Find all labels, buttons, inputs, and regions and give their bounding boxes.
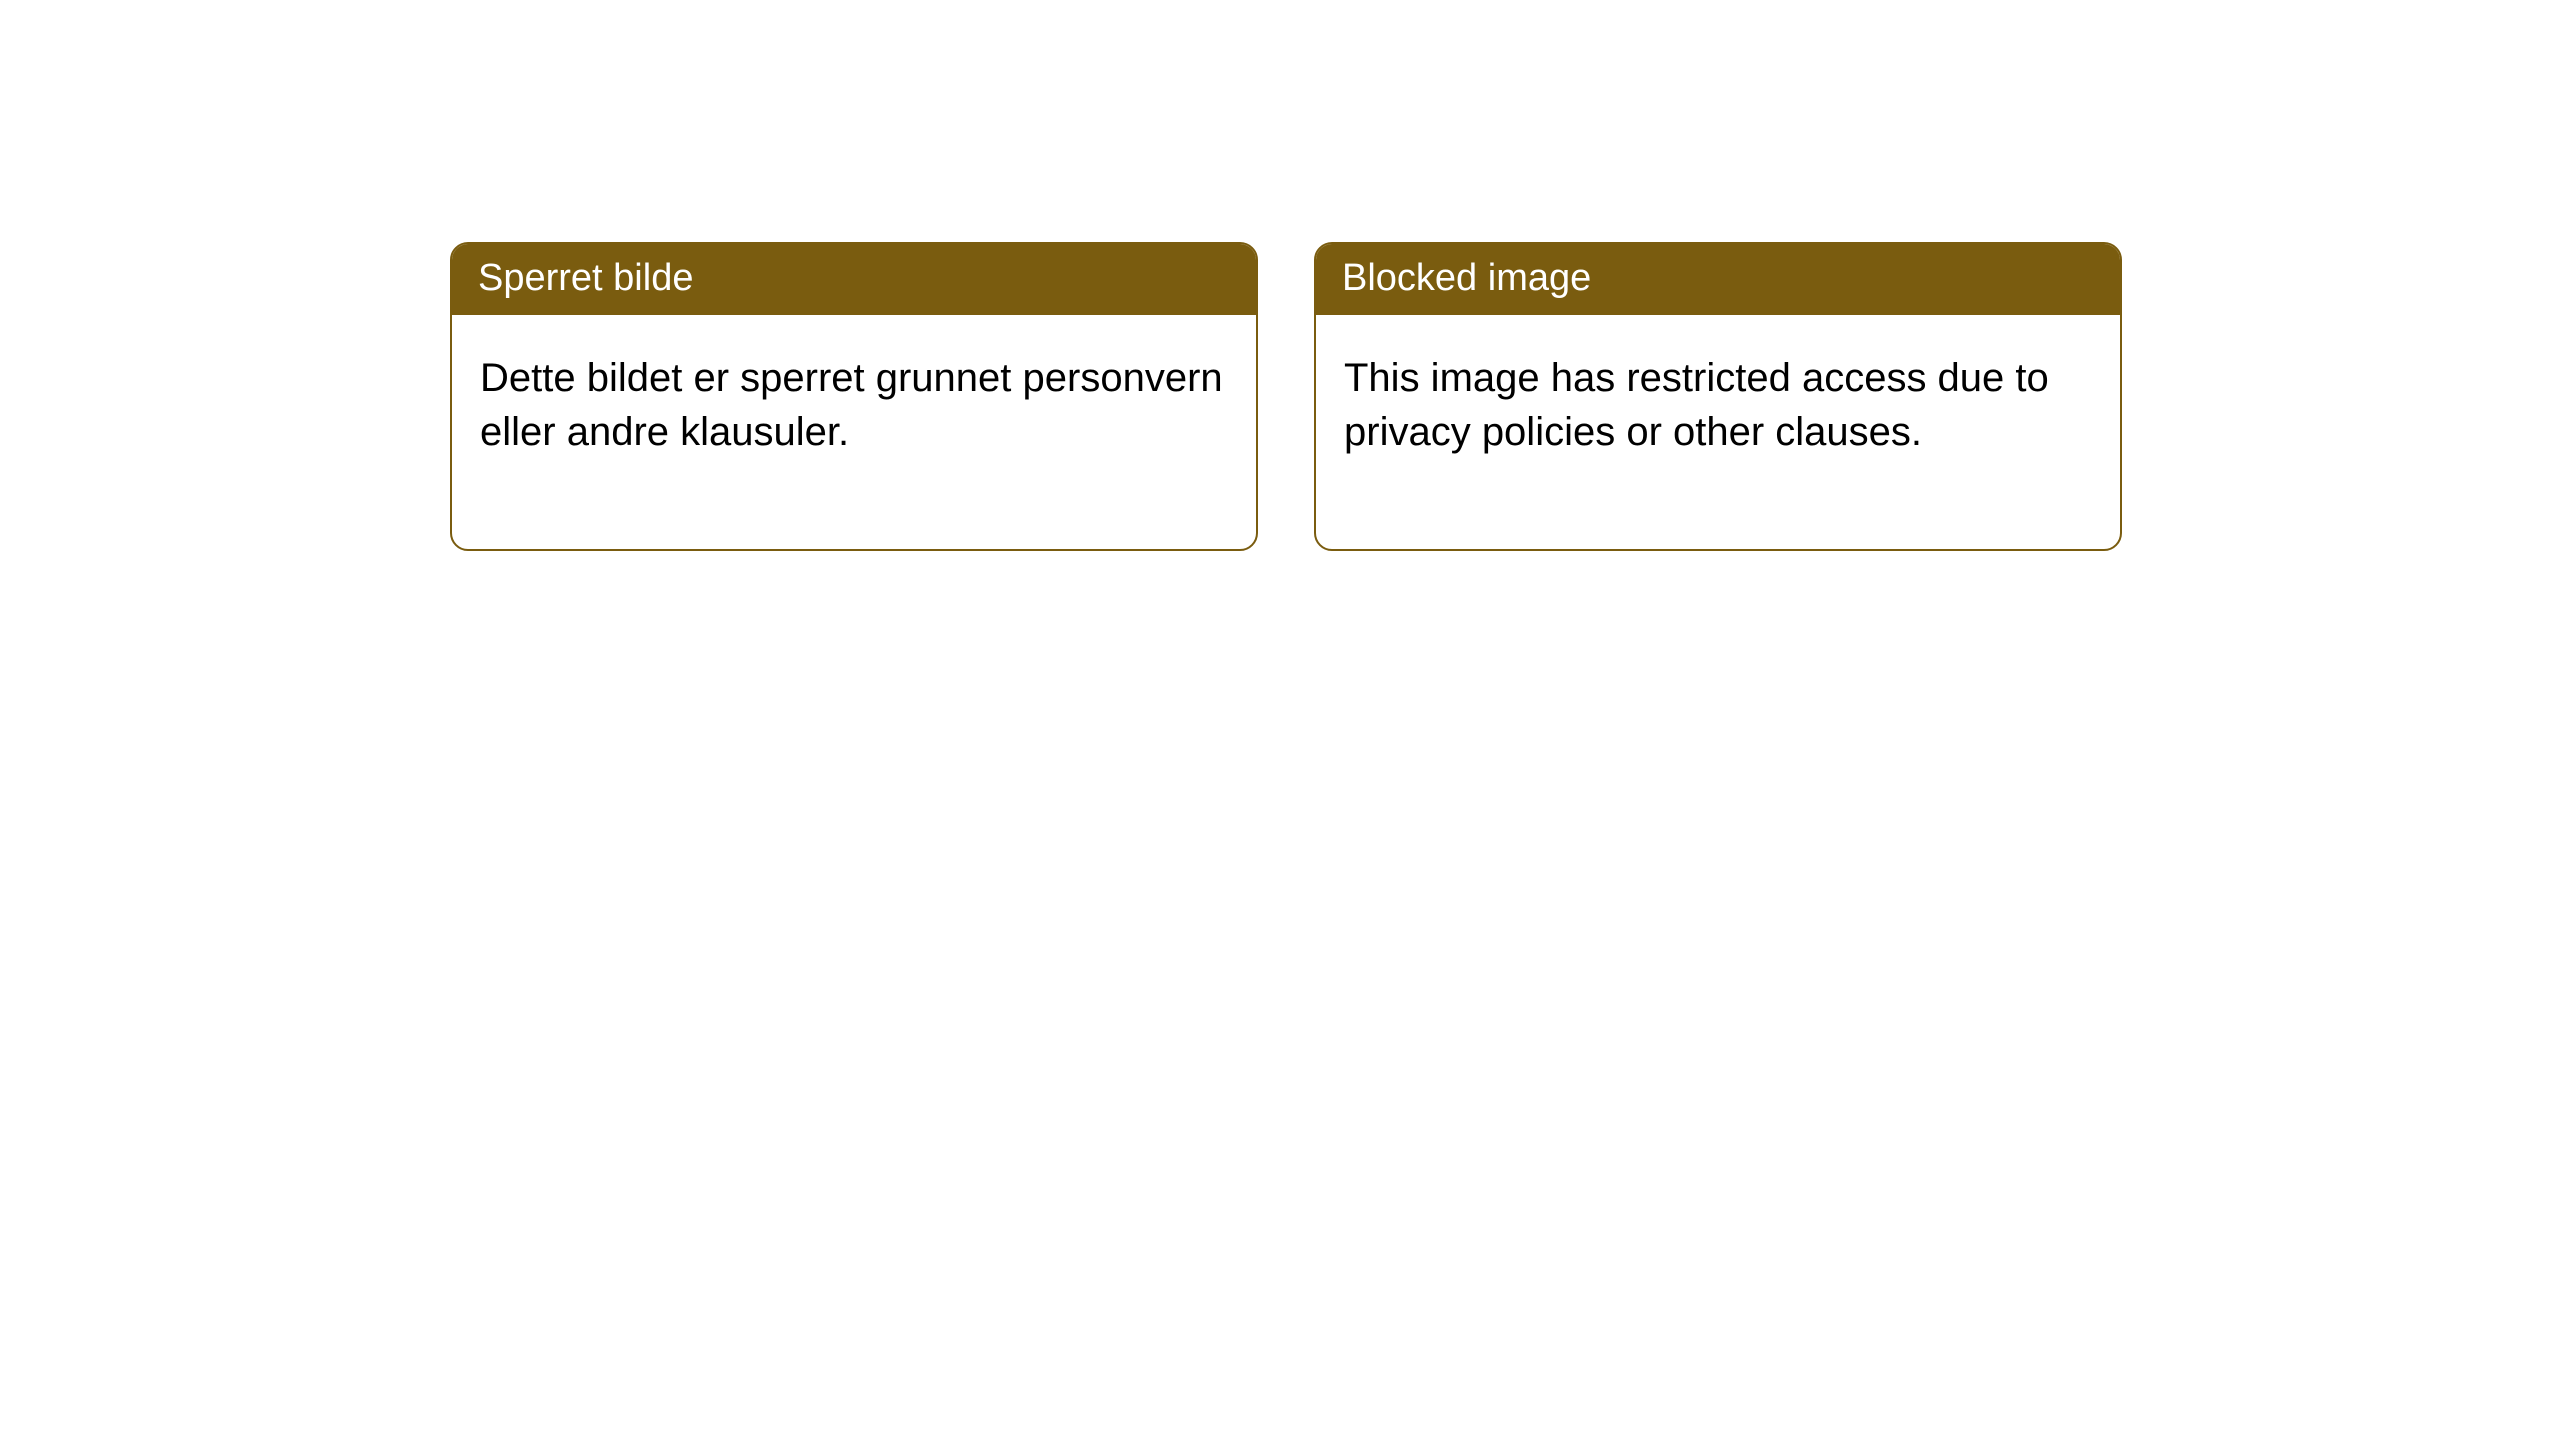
notice-body: This image has restricted access due to …: [1316, 315, 2120, 549]
notice-body: Dette bildet er sperret grunnet personve…: [452, 315, 1256, 549]
notice-title: Blocked image: [1316, 244, 2120, 315]
notice-card-norwegian: Sperret bilde Dette bildet er sperret gr…: [450, 242, 1258, 551]
notice-card-english: Blocked image This image has restricted …: [1314, 242, 2122, 551]
notices-container: Sperret bilde Dette bildet er sperret gr…: [0, 0, 2560, 551]
notice-title: Sperret bilde: [452, 244, 1256, 315]
